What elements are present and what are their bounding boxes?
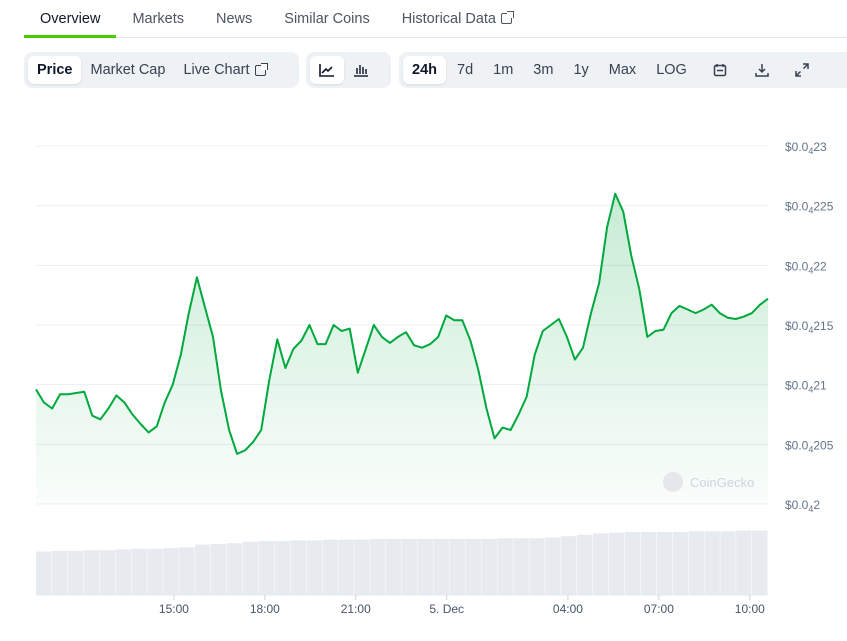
volume-bar [688,531,704,595]
volume-bar [338,539,354,595]
volume-bar [529,538,545,595]
x-tick-label: 10:00 [735,602,765,616]
download-icon [755,64,769,77]
coingecko-logo-icon [663,472,683,492]
tab-markets[interactable]: Markets [132,11,185,27]
volume-bar [370,539,386,595]
tab-historical-data-label: Historical Data [401,11,496,27]
volume-bar [306,540,322,595]
volume-bar [449,539,466,595]
tab-overview[interactable]: Overview [24,0,117,38]
volume-bar [608,532,625,595]
chart-type-toggle [306,52,391,88]
y-tick-label: $0.04205 [785,438,834,454]
x-tick-label: 18:00 [250,602,280,616]
volume-bar [545,537,561,595]
volume-bar [752,530,768,595]
volume-bar [290,540,307,595]
volume-bar [561,536,577,595]
volume-bar [99,550,116,595]
y-tick-label: $0.0423 [785,140,827,156]
x-tick-label: 15:00 [159,602,189,616]
x-tick-label: 04:00 [553,602,583,616]
volume-bar [322,539,338,595]
range-toggle: 24h 7d 1m 3m 1y Max LOG [399,52,847,88]
candlestick-icon [354,65,368,77]
y-tick-label: $0.0421 [785,379,827,395]
price-chart[interactable]: 15:00 18:00 21:00 5. Dec 04:00 07:00 10:00 $0.0… [0,90,847,641]
volume-bar [402,539,418,595]
volume-bar [354,539,370,595]
tab-news[interactable]: News [216,11,253,27]
volume-bar [736,530,752,595]
volume-bar [577,534,593,595]
range-max[interactable]: Max [608,62,637,78]
volume-bar [211,543,227,595]
nav-tabs: Overview Markets News Similar Coins Hist… [24,0,847,38]
volume-bar [179,547,195,595]
range-24h[interactable]: 24h [403,56,446,84]
candlestick-button[interactable] [344,56,378,84]
tab-similar-coins[interactable]: Similar Coins [284,11,370,27]
volume-bar [624,532,641,595]
live-chart-button[interactable]: Live Chart [174,56,274,84]
volume-bar [258,541,275,595]
external-link-icon [254,62,268,76]
calendar-icon [713,64,727,77]
price-line [35,192,769,455]
volume-bar [592,533,609,595]
volume-bar [226,543,243,595]
metric-toggle: Price Market Cap Live Chart [24,52,299,88]
volume-bar [67,550,84,595]
price-button[interactable]: Price [28,56,82,84]
volume-bar [481,539,497,595]
tab-historical-data[interactable]: Historical Data [386,0,528,38]
range-7d[interactable]: 7d [457,62,474,78]
live-chart-label: Live Chart [183,62,250,78]
volume-bar [115,549,131,595]
range-1m[interactable]: 1m [493,62,514,78]
range-3m[interactable]: 3m [533,62,554,78]
y-tick-label: $0.04215 [785,319,834,335]
volume-bar [704,531,720,595]
volume-bar [36,551,52,595]
external-link-icon [500,11,514,24]
volume-bar [433,539,450,595]
volume-bar [417,539,434,595]
line-chart-button[interactable] [310,56,344,84]
volume-bar [513,538,529,595]
price-area [36,193,768,504]
volume-bar [163,548,179,595]
volume-bar [720,531,736,595]
volume-bar [656,532,673,595]
volume-bar [672,532,688,595]
download-button[interactable] [746,56,778,84]
x-tick-label: 07:00 [644,602,674,616]
volume-bar [640,532,657,595]
calendar-button[interactable] [704,56,736,84]
y-tick-label: $0.042 [785,498,820,514]
volume-bar [83,550,100,595]
fullscreen-button[interactable] [786,56,818,84]
volume-bar [147,548,163,595]
expand-icon [795,63,809,77]
volume-bar [51,550,68,595]
line-chart-icon [319,64,334,77]
volume-bar [465,539,482,595]
log-button[interactable]: LOG [656,62,687,78]
volume-bar [195,544,211,595]
y-tick-label: $0.0422 [785,259,827,275]
volume-bar [497,538,513,595]
volume-bar [274,541,291,595]
range-1y[interactable]: 1y [573,62,589,78]
watermark: CoinGecko [690,475,754,490]
volume-bar [386,539,402,595]
x-tick-label: 5. Dec [429,602,464,616]
y-tick-label: $0.04225 [785,200,834,216]
x-tick-label: 21:00 [341,602,371,616]
market-cap-button[interactable]: Market Cap [90,62,166,78]
volume-bar [242,541,259,595]
volume-bar [131,548,147,595]
